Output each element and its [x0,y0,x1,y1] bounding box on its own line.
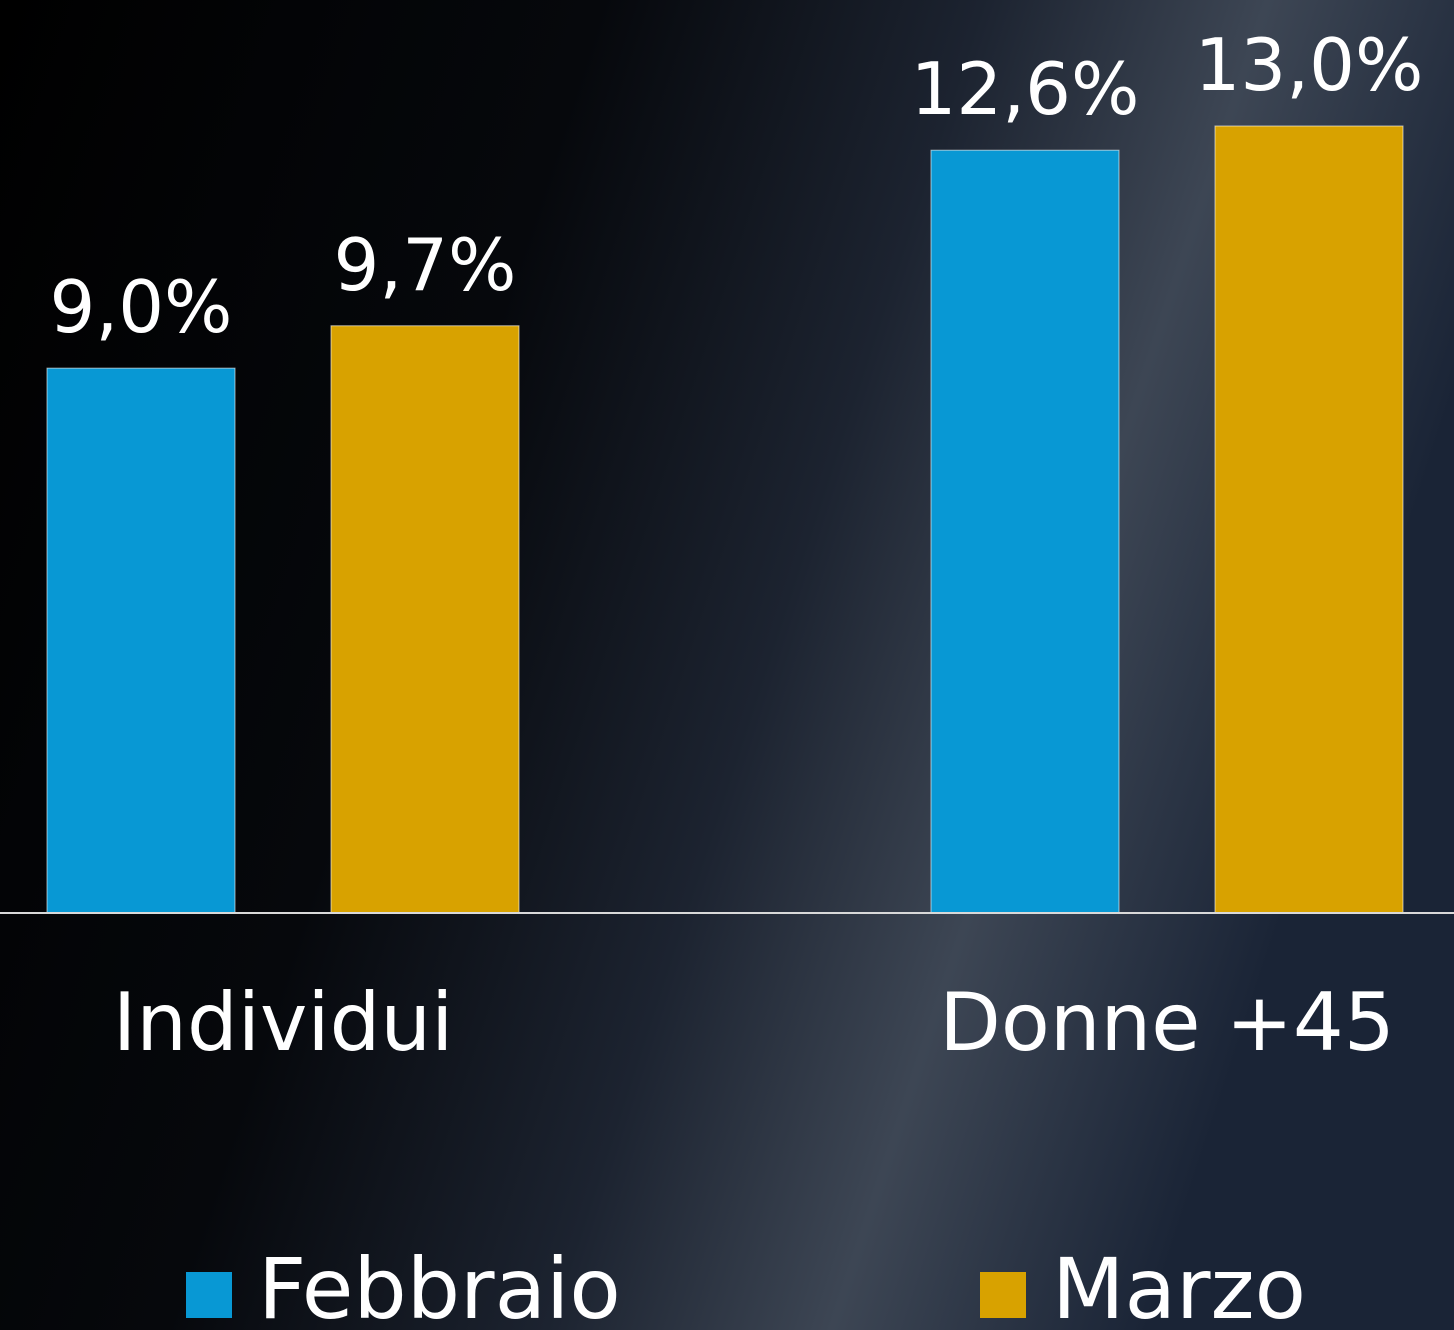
legend-label: Febbraio [258,1240,621,1330]
bar [330,325,520,914]
bar [1214,125,1404,914]
bar [930,149,1120,914]
legend-swatch [186,1272,232,1318]
legend-swatch [980,1272,1026,1318]
data-label: 12,6% [911,47,1140,131]
x-tick-label: Individui [113,976,454,1069]
data-label: 9,7% [334,223,517,307]
legend-label: Marzo [1052,1240,1306,1330]
data-label: 13,0% [1195,23,1424,107]
data-label: 9,0% [50,265,233,349]
x-tick-label: Donne +45 [939,976,1394,1069]
bar [46,367,236,914]
